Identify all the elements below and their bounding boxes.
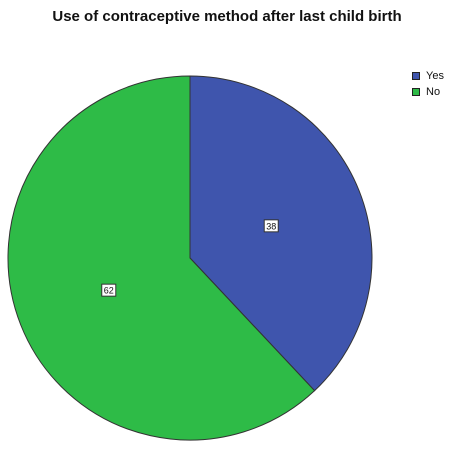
legend-swatch-no: [412, 88, 420, 96]
legend-item-no: No: [412, 84, 444, 100]
legend-item-yes: Yes: [412, 68, 444, 84]
pie-slice-no: [7, 75, 316, 441]
legend-label-yes: Yes: [426, 70, 444, 82]
legend: Yes No: [412, 68, 444, 100]
legend-swatch-yes: [412, 72, 420, 80]
data-label-no: 62: [101, 283, 117, 297]
data-label-box: [263, 219, 279, 233]
legend-label-no: No: [426, 86, 441, 98]
data-label-box: [101, 283, 117, 297]
data-label-text: 38: [266, 221, 276, 231]
chart-title: Use of contraceptive method after last c…: [52, 8, 402, 25]
data-label-yes: 38: [263, 219, 279, 233]
pie-slice-yes: [189, 75, 373, 392]
data-label-text: 62: [104, 286, 114, 296]
